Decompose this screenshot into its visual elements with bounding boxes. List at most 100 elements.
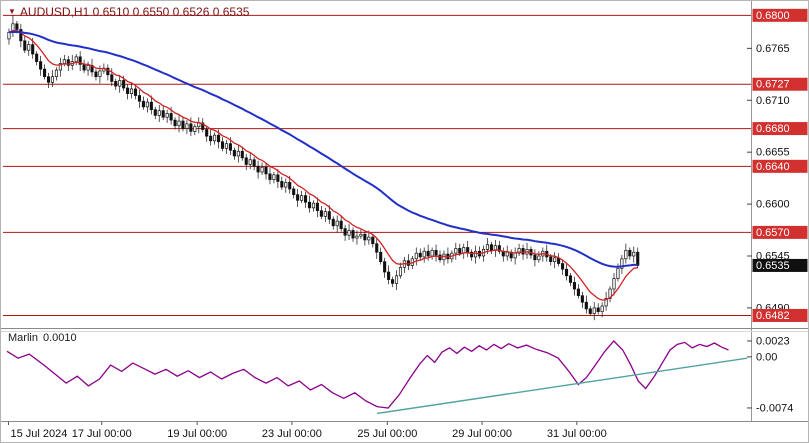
candle-body xyxy=(244,157,248,165)
candle-body xyxy=(549,256,553,263)
candle-body xyxy=(394,275,399,284)
symbol-ohlc-text: AUDUSD,H1 0.6510 0.6550 0.6526 0.6535 xyxy=(19,5,250,19)
candle-body xyxy=(434,249,438,256)
candle-body xyxy=(173,119,177,127)
candle-body xyxy=(98,70,102,78)
candle-body xyxy=(122,80,126,89)
candle-body xyxy=(153,109,157,116)
price-tick-label: 0.6710 xyxy=(756,95,790,107)
indicator-axis[interactable]: 0.0023 0.00 -0.0074 xyxy=(747,335,793,414)
candle-body xyxy=(224,143,229,149)
candle-body xyxy=(505,251,509,257)
candle-body xyxy=(533,254,537,261)
candle-body xyxy=(497,245,501,252)
candle-body xyxy=(600,305,604,313)
candle-body xyxy=(307,201,312,209)
price-badge-label: 0.6640 xyxy=(756,161,790,173)
candle-body xyxy=(319,210,323,217)
candle-body xyxy=(485,244,490,250)
candle-body xyxy=(118,80,122,87)
indicator-tick-label: -0.0074 xyxy=(756,402,793,414)
candle-body xyxy=(177,120,181,127)
candle-body xyxy=(284,182,288,188)
candle-body xyxy=(31,44,35,55)
candle-body xyxy=(260,166,264,173)
candle-body xyxy=(169,113,173,121)
candle-body xyxy=(78,56,82,65)
candle-body xyxy=(46,76,51,83)
indicator-label: Marlin 0.0010 xyxy=(8,332,82,344)
candle-body xyxy=(470,251,474,258)
candle-body xyxy=(296,194,300,201)
candle-body xyxy=(137,95,142,102)
level-price-badge xyxy=(752,77,808,91)
price-axis[interactable]: 0.6800 0.6765 0.6727 0.6710 0.6680 0.6655 0.66… xyxy=(747,8,808,322)
candle-body xyxy=(430,249,434,257)
candle-body xyxy=(537,255,541,261)
candle-body xyxy=(149,101,153,111)
candle-body xyxy=(39,61,43,70)
indicator-tick-label: 0.0023 xyxy=(756,335,790,347)
candle-body xyxy=(584,301,588,310)
candle-body xyxy=(588,308,592,314)
candle-body xyxy=(304,195,308,203)
candle-body xyxy=(217,134,221,143)
time-tick-label: 17 Jul 00:00 xyxy=(72,428,132,440)
level-price-badge xyxy=(752,159,808,173)
candle-body xyxy=(489,244,493,251)
level-price-badge xyxy=(752,225,808,239)
candle-body xyxy=(454,248,458,254)
candle-body xyxy=(608,288,612,299)
candle-body xyxy=(596,307,600,313)
candle-body xyxy=(391,279,395,284)
candle-body xyxy=(252,159,256,167)
candle-body xyxy=(54,69,58,78)
candle-body xyxy=(311,202,316,209)
candle-body xyxy=(276,174,280,182)
candle-body xyxy=(315,202,319,212)
candle-body xyxy=(15,23,19,30)
candle-body xyxy=(292,188,296,195)
candle-body xyxy=(181,120,185,129)
candle-body xyxy=(220,141,225,149)
candle-body xyxy=(272,174,276,180)
candle-body xyxy=(232,149,236,157)
price-badge-label: 0.6727 xyxy=(756,79,790,91)
candle-body xyxy=(256,165,260,173)
candle-body xyxy=(23,40,27,51)
time-tick-label: 19 Jul 00:00 xyxy=(167,428,227,440)
candle-body xyxy=(161,110,165,118)
candle-body xyxy=(628,249,632,257)
candle-body xyxy=(213,134,217,142)
price-tick-label: 0.6765 xyxy=(756,43,790,55)
candle-body xyxy=(624,249,628,260)
current-price-badge xyxy=(752,258,808,272)
level-price-badge xyxy=(752,122,808,136)
price-tick-label: 0.6600 xyxy=(756,199,790,211)
candle-body xyxy=(553,257,557,263)
candle-body xyxy=(580,295,584,303)
candle-body xyxy=(414,252,418,260)
candle-body xyxy=(426,250,430,257)
candle-body xyxy=(616,267,620,279)
candle-body xyxy=(27,44,31,51)
candle-body xyxy=(35,53,39,62)
candle-body xyxy=(347,230,351,236)
time-axis[interactable]: 15 Jul 2024 17 Jul 00:00 19 Jul 00:00 23 Ju… xyxy=(7,421,607,441)
level-price-badge xyxy=(752,8,808,22)
indicator-trendline[interactable] xyxy=(376,357,748,415)
candle-body xyxy=(363,233,367,241)
candle-body xyxy=(323,211,327,217)
candle-body xyxy=(568,275,573,283)
price-badge-label: 0.6570 xyxy=(756,227,790,239)
candle-body xyxy=(133,88,138,96)
candle-body xyxy=(521,248,525,255)
candle-body xyxy=(561,263,565,270)
candle-body xyxy=(288,182,292,190)
candle-body xyxy=(339,220,343,229)
candle-body xyxy=(130,88,134,95)
symbol-dropdown-icon[interactable]: ▼ xyxy=(8,7,16,16)
price-badge-label: 0.6535 xyxy=(756,260,790,272)
